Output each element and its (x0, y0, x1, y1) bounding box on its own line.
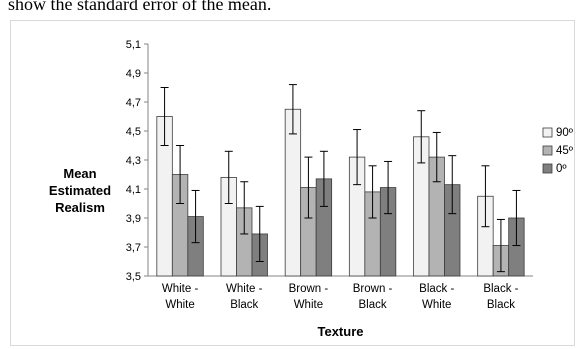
x-tick-label: Black - Black (483, 283, 518, 311)
y-tick-label: 3,9 (126, 213, 141, 225)
axes (147, 44, 533, 277)
legend-swatch (542, 127, 553, 138)
caption-text: show the standard error of the mean. (8, 0, 272, 14)
y-tick-label: 3,5 (126, 271, 141, 283)
x-tick-label-line: Black - (419, 283, 454, 295)
x-tick-label-line: Black (230, 299, 258, 311)
y-tick-label: 4,5 (126, 126, 141, 138)
y-axis-title: Mean Estimated Realism (49, 166, 111, 215)
x-tick-label-line: White - (226, 283, 263, 295)
y-axis-title-line: Mean (63, 166, 96, 181)
y-tick-label: 4,9 (126, 68, 141, 80)
x-tick-label-line: Black (487, 299, 515, 311)
y-tick-label: 5,1 (126, 39, 141, 51)
y-tick-label: 4,7 (126, 97, 141, 109)
legend-swatch (542, 145, 553, 156)
legend-label: 45º (556, 145, 574, 157)
legend: 90º 45º 0º (542, 127, 574, 175)
y-tick-label: 3,7 (126, 242, 141, 254)
x-axis-title: Texture (318, 324, 364, 339)
x-tick-label-line: White (294, 299, 323, 311)
x-tick-label: Brown - White (289, 283, 329, 311)
y-axis-title-line: Estimated (49, 183, 111, 198)
x-tick-label: Brown - Black (353, 283, 393, 311)
x-tick-label: Black - White (419, 283, 454, 311)
error-bars (160, 84, 521, 273)
legend-label: 0º (556, 163, 567, 175)
y-axis-title-text: Mean Estimated Realism (49, 166, 111, 215)
y-ticks: 3,5 3,7 3,9 4,1 4,3 4,5 4,7 4,9 5,1 (126, 39, 148, 283)
legend-label: 90º (556, 127, 574, 139)
x-tick-label-line: Brown - (289, 283, 329, 295)
y-tick-label: 4,3 (126, 155, 141, 167)
bars (156, 108, 525, 277)
x-tick-label-line: Brown - (353, 283, 393, 295)
x-tick-label: White - White (162, 283, 199, 311)
x-tick-label-line: Black - (483, 283, 518, 295)
y-tick-label: 4,1 (126, 184, 141, 196)
x-tick-label-line: White (422, 299, 451, 311)
chart-frame (10, 20, 575, 346)
y-axis-title-line: Realism (55, 200, 105, 215)
x-tick-label-line: Black (359, 299, 387, 311)
legend-swatch (542, 163, 553, 174)
x-tick-label-line: White - (162, 283, 199, 295)
x-tick-label: White - Black (226, 283, 263, 311)
x-tick-label-line: White (165, 299, 194, 311)
